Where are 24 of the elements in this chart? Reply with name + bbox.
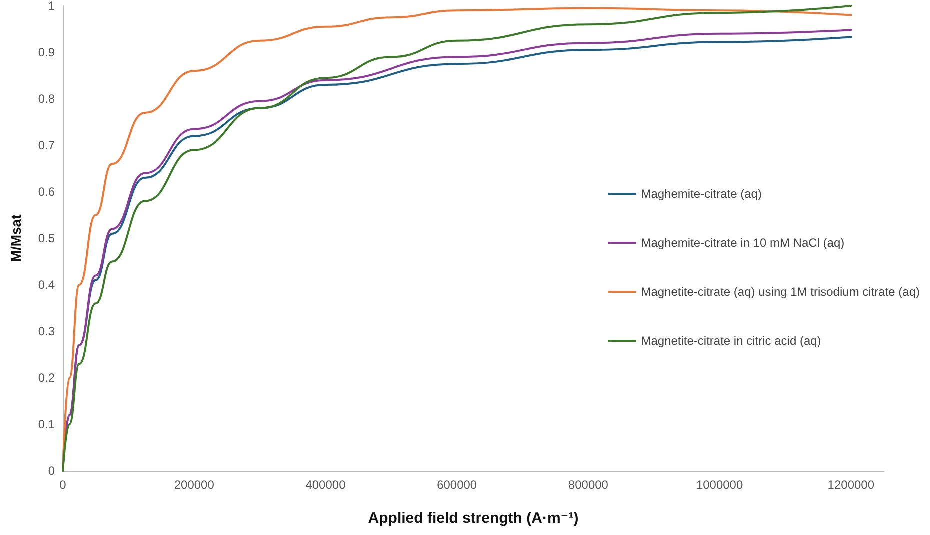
y-tick-label: 0.9: [38, 46, 56, 60]
x-tick-label: 1000000: [696, 478, 744, 492]
y-tick-label: 1: [48, 0, 56, 13]
x-tick-label: 800000: [568, 478, 609, 492]
legend-label: Maghemite-citrate (aq): [641, 187, 762, 201]
y-axis-title: M/Msat: [8, 214, 24, 262]
x-tick-label: 200000: [174, 478, 215, 492]
legend-label: Maghemite-citrate in 10 mM NaCl (aq): [641, 236, 845, 250]
y-tick-label: 0.8: [38, 92, 56, 106]
y-tick-label: 0.7: [38, 138, 56, 152]
legend-label: Magnetite-citrate (aq) using 1M trisodium citrate (aq): [641, 285, 920, 299]
y-tick-label: 0.3: [38, 324, 56, 338]
y-tick-label: 0.4: [38, 278, 56, 292]
y-tick-label: 0.1: [38, 418, 56, 432]
x-tick-label: 600000: [437, 478, 478, 492]
x-tick-label: 1200000: [828, 478, 875, 492]
y-tick-label: 0.5: [38, 232, 56, 246]
y-tick-label: 0.6: [38, 185, 56, 199]
x-axis-title: Applied field strength (A·m⁻¹): [368, 510, 579, 527]
x-tick-label: 400000: [306, 478, 346, 492]
y-tick-label: 0: [48, 464, 56, 478]
legend-label: Magnetite-citrate in citric acid (aq): [641, 334, 822, 348]
x-tick-label: 0: [60, 478, 67, 492]
y-tick-label: 0.2: [38, 371, 56, 385]
